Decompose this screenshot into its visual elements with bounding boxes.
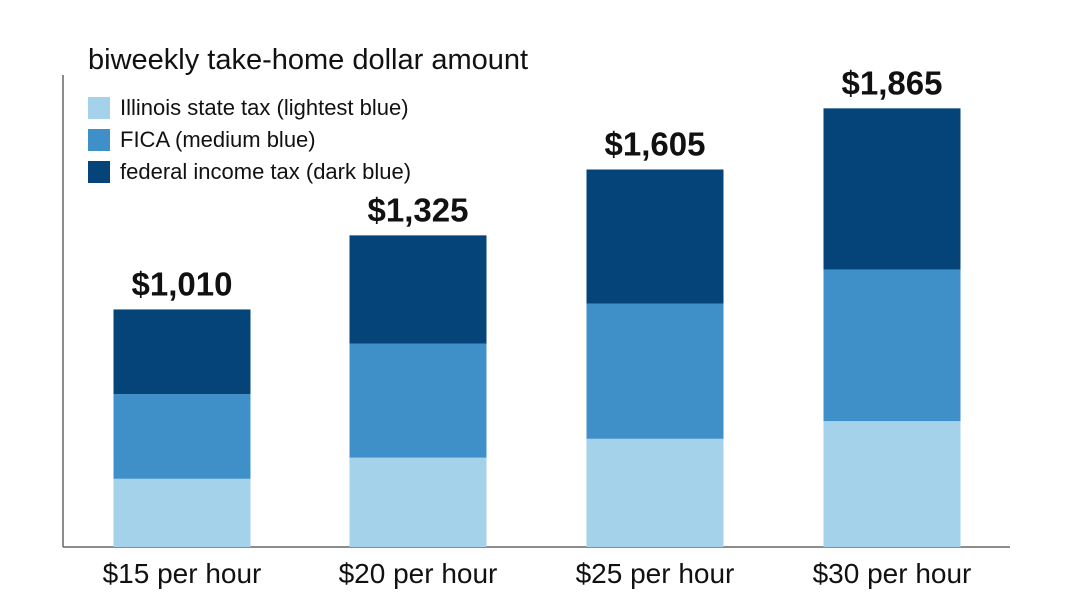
- x-tick-label-3: $25 per hour: [576, 558, 735, 589]
- legend-item-state-tax: Illinois state tax (lightest blue): [88, 92, 411, 124]
- legend-swatch-fica: [88, 129, 110, 151]
- x-tick-label-2: $20 per hour: [339, 558, 498, 589]
- bar-segment-state-tax-2: [349, 457, 487, 547]
- legend-item-fica: FICA (medium blue): [88, 124, 411, 156]
- total-label-2: $1,325: [368, 191, 469, 228]
- legend-label-fica: FICA (medium blue): [120, 127, 316, 152]
- bar-segment-federal-tax-4: [823, 108, 961, 270]
- bar-segment-state-tax-4: [823, 421, 961, 547]
- total-label-4: $1,865: [842, 64, 943, 101]
- x-tick-label-4: $30 per hour: [813, 558, 972, 589]
- bar-segment-fica-2: [349, 343, 487, 458]
- bar-segment-state-tax-3: [586, 438, 724, 547]
- legend-swatch-state-tax: [88, 97, 110, 119]
- legend-item-federal-tax: federal income tax (dark blue): [88, 156, 411, 188]
- total-label-3: $1,605: [605, 126, 706, 163]
- legend-swatch-federal-tax: [88, 161, 110, 183]
- bar-segment-federal-tax-1: [113, 309, 251, 395]
- x-tick-label-1: $15 per hour: [103, 558, 262, 589]
- legend-label-federal-tax: federal income tax (dark blue): [120, 159, 412, 184]
- bar-segment-fica-3: [586, 303, 724, 439]
- total-label-1: $1,010: [132, 265, 233, 302]
- bar-segment-fica-4: [823, 269, 961, 422]
- chart-title: biweekly take-home dollar amount: [88, 44, 529, 76]
- bar-segment-state-tax-1: [113, 478, 251, 547]
- bar-segment-federal-tax-2: [349, 235, 487, 344]
- bar-segment-federal-tax-3: [586, 169, 724, 304]
- legend-label-state-tax: Illinois state tax (lightest blue): [120, 95, 409, 120]
- legend: Illinois state tax (lightest blue) FICA …: [88, 92, 411, 188]
- bar-segment-fica-1: [113, 394, 251, 479]
